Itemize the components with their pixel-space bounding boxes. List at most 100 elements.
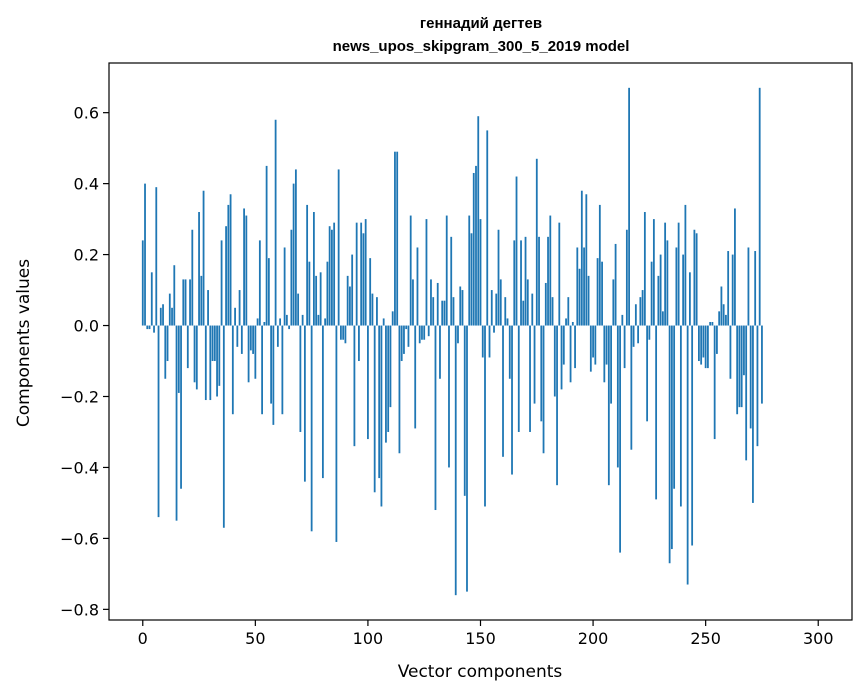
bar-99 bbox=[364, 219, 367, 326]
bar-181 bbox=[549, 215, 552, 326]
bar-9 bbox=[162, 304, 164, 326]
bar-91 bbox=[346, 275, 349, 326]
bar-25 bbox=[198, 212, 200, 326]
bar-205 bbox=[603, 325, 606, 383]
bar-237 bbox=[675, 247, 678, 326]
bar-31 bbox=[211, 325, 214, 362]
bar-44 bbox=[240, 325, 243, 354]
bar-139 bbox=[454, 325, 457, 596]
chart-title-line-1: геннадий дегтев bbox=[420, 15, 542, 32]
bar-48 bbox=[249, 325, 252, 351]
bar-105 bbox=[378, 325, 381, 479]
bar-120 bbox=[412, 279, 414, 326]
bar-55 bbox=[265, 165, 268, 326]
bar-186 bbox=[560, 325, 563, 390]
bar-62 bbox=[281, 325, 284, 415]
bar-73 bbox=[306, 204, 309, 326]
bar-223 bbox=[643, 212, 646, 326]
y-tick-label: −0.8 bbox=[60, 600, 99, 619]
bar-201 bbox=[594, 325, 597, 365]
bar-236 bbox=[673, 325, 676, 489]
bar-269 bbox=[747, 247, 750, 326]
chart-title-line-2: news_upos_skipgram_300_5_2019 model bbox=[333, 38, 630, 55]
bar-51 bbox=[256, 318, 259, 326]
bar-177 bbox=[540, 325, 543, 422]
bar-132 bbox=[439, 325, 441, 379]
y-tick-label: −0.4 bbox=[60, 458, 99, 477]
bar-168 bbox=[520, 240, 522, 326]
bar-265 bbox=[738, 325, 741, 408]
bar-135 bbox=[445, 215, 448, 326]
bar-192 bbox=[574, 325, 576, 369]
bar-12 bbox=[168, 293, 171, 326]
bar-40 bbox=[231, 325, 234, 415]
bar-159 bbox=[499, 279, 502, 326]
bar-131 bbox=[436, 282, 439, 326]
bar-61 bbox=[279, 318, 282, 326]
bar-69 bbox=[297, 293, 300, 326]
bar-263 bbox=[734, 208, 736, 326]
bar-271 bbox=[752, 325, 754, 503]
bar-123 bbox=[418, 325, 421, 344]
bar-259 bbox=[725, 314, 727, 326]
bar-95 bbox=[355, 222, 358, 326]
bar-210 bbox=[614, 243, 617, 326]
bar-0 bbox=[141, 240, 144, 326]
bar-238 bbox=[677, 222, 680, 326]
bar-162 bbox=[506, 318, 509, 326]
bar-118 bbox=[407, 325, 410, 347]
bar-59 bbox=[274, 119, 277, 326]
bar-85 bbox=[333, 222, 336, 326]
bar-98 bbox=[362, 233, 365, 326]
bar-254 bbox=[713, 325, 716, 440]
bar-86 bbox=[335, 325, 338, 542]
y-tick-label: −0.6 bbox=[60, 529, 99, 548]
bar-171 bbox=[526, 279, 529, 326]
bar-262 bbox=[731, 254, 734, 326]
bar-241 bbox=[684, 204, 687, 326]
bar-226 bbox=[650, 261, 653, 326]
bar-18 bbox=[182, 279, 185, 326]
bar-107 bbox=[382, 318, 385, 326]
y-tick-label: 0.2 bbox=[74, 246, 99, 265]
bar-19 bbox=[184, 279, 187, 326]
bar-185 bbox=[558, 222, 561, 326]
bar-161 bbox=[504, 297, 507, 326]
bar-143 bbox=[463, 325, 466, 496]
bar-3 bbox=[148, 325, 151, 330]
y-tick-label: −0.2 bbox=[60, 387, 99, 406]
bar-37 bbox=[225, 226, 227, 326]
bar-149 bbox=[477, 116, 480, 326]
bar-42 bbox=[236, 325, 239, 347]
bar-72 bbox=[303, 325, 306, 482]
bar-245 bbox=[693, 229, 696, 326]
bar-215 bbox=[625, 229, 628, 326]
bar-63 bbox=[283, 247, 286, 326]
bar-155 bbox=[490, 290, 493, 326]
bar-257 bbox=[720, 286, 723, 326]
bar-212 bbox=[619, 325, 621, 553]
bar-225 bbox=[648, 325, 651, 340]
bar-163 bbox=[508, 325, 511, 379]
bar-26 bbox=[200, 275, 203, 326]
bar-2 bbox=[146, 325, 149, 330]
bar-219 bbox=[634, 304, 637, 326]
bar-180 bbox=[547, 236, 549, 326]
bar-189 bbox=[567, 297, 570, 326]
bar-153 bbox=[486, 130, 489, 326]
bar-255 bbox=[716, 325, 718, 354]
bar-228 bbox=[655, 325, 658, 500]
x-axis-label: Vector components bbox=[398, 662, 563, 682]
bar-90 bbox=[344, 325, 347, 344]
bar-54 bbox=[263, 321, 266, 326]
bar-94 bbox=[353, 325, 356, 447]
bar-74 bbox=[308, 261, 311, 326]
bar-17 bbox=[180, 325, 182, 489]
bar-187 bbox=[562, 325, 565, 365]
bar-202 bbox=[596, 258, 599, 326]
bar-75 bbox=[310, 325, 313, 532]
bar-211 bbox=[616, 325, 619, 468]
bar-8 bbox=[159, 307, 162, 326]
bar-157 bbox=[495, 293, 498, 326]
